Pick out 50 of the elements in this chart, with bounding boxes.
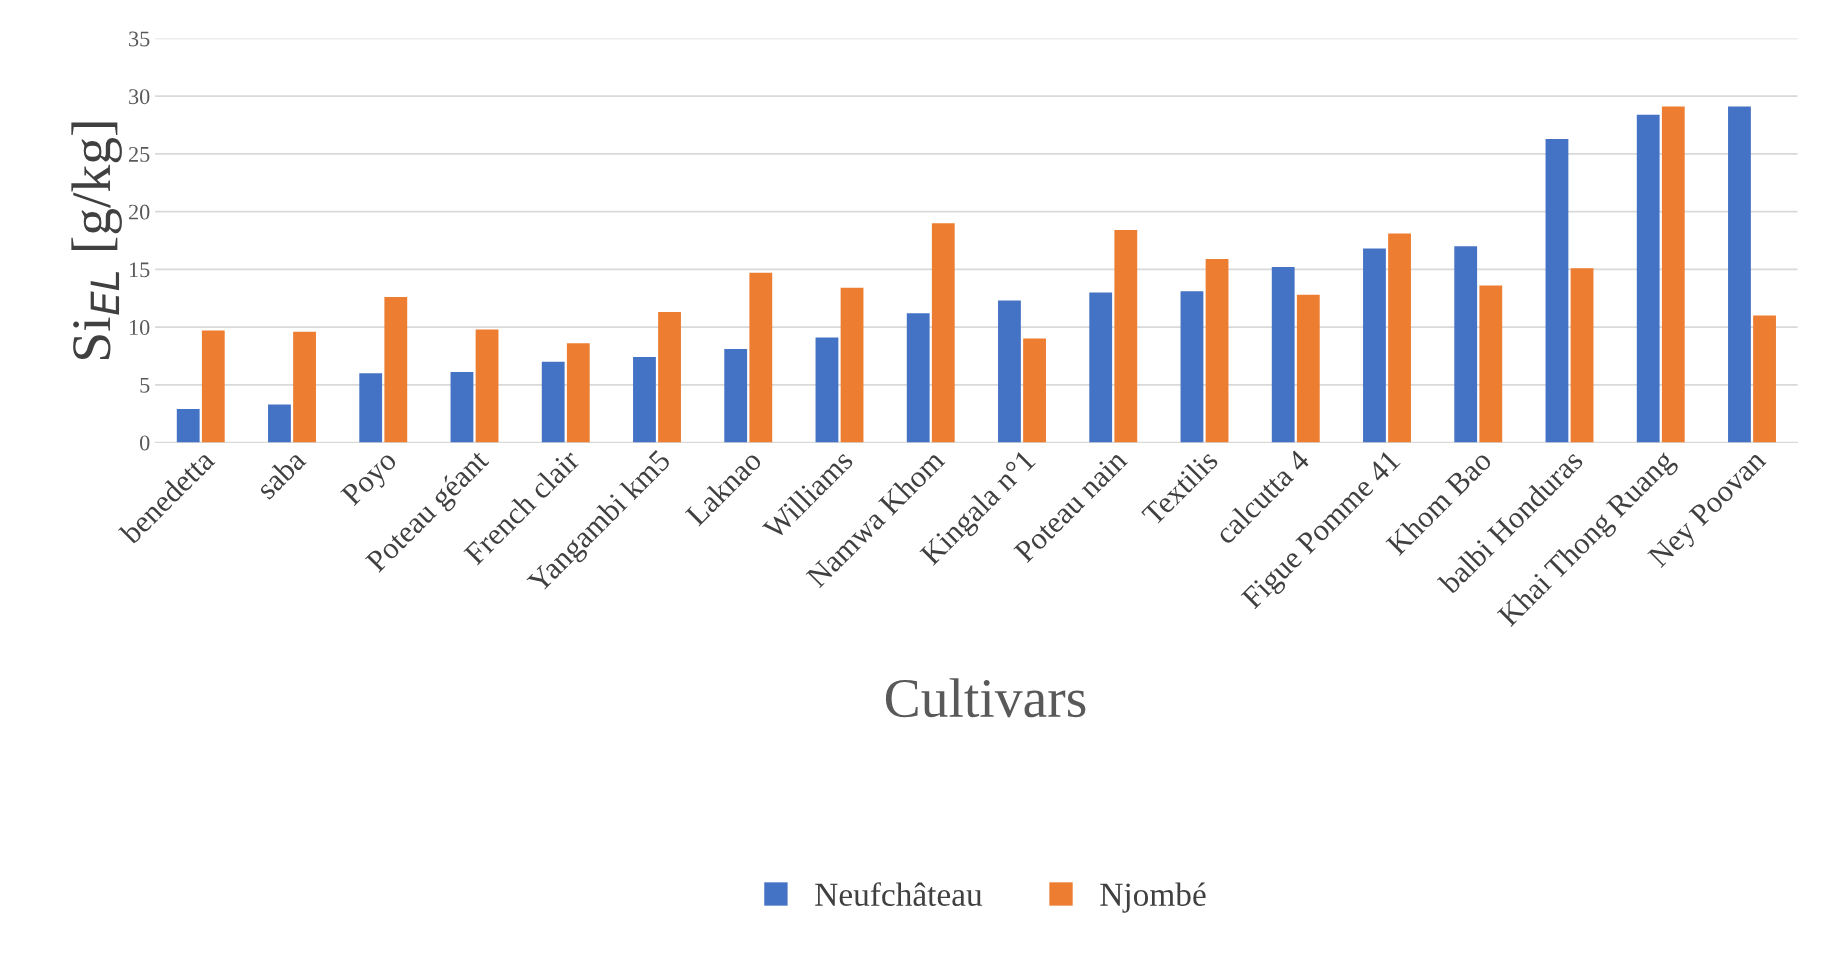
bar: [176, 409, 200, 443]
bar: [1271, 267, 1295, 443]
bar: [1753, 315, 1776, 443]
bar: [384, 297, 408, 443]
y-tick-label: 0: [140, 435, 150, 451]
bar: [201, 330, 225, 443]
bar: [1728, 106, 1751, 443]
y-axis-title: Si$_{EL}$ [g/kg]: [71, 122, 122, 360]
bar: [1661, 106, 1685, 443]
bar: [1636, 114, 1660, 443]
bar: [475, 329, 499, 443]
bar: [724, 349, 748, 443]
bar: [749, 272, 773, 443]
bar: [998, 300, 1021, 443]
bar: [1570, 268, 1594, 443]
y-tick-label: 10: [130, 320, 150, 336]
bar: [658, 312, 681, 443]
y-tick-label: 20: [129, 204, 150, 220]
y-tick-label: 5: [140, 377, 150, 393]
x-tick-label: Poyo: [340, 448, 403, 511]
bar: [633, 357, 656, 443]
bar: [1479, 285, 1503, 443]
bar: [359, 373, 383, 443]
bar: [1545, 138, 1569, 443]
bar: [450, 372, 474, 443]
bar: [1023, 338, 1046, 443]
bar: [840, 287, 864, 443]
bar: [815, 337, 839, 443]
bar: [1388, 233, 1411, 443]
x-axis-title: Cultivars: [885, 678, 1086, 718]
bar: [268, 404, 291, 443]
y-tick-label: 35: [129, 31, 150, 47]
y-tick-label: 25: [129, 146, 150, 162]
bar: [1454, 246, 1478, 443]
legend-label: Neufchâteau: [815, 882, 983, 906]
bar: [1205, 258, 1229, 443]
bar: [906, 313, 930, 443]
bar: [1363, 248, 1386, 443]
legend-label: Njombé: [1100, 882, 1206, 913]
bar: [566, 343, 590, 443]
y-tick-label: 30: [129, 89, 150, 105]
bar: [1180, 291, 1204, 443]
bar: [541, 361, 565, 443]
y-tick-label: 15: [130, 262, 150, 278]
bar: [931, 223, 955, 443]
bar: [1296, 294, 1320, 443]
bar: [293, 331, 316, 443]
x-tick-label: saba: [254, 447, 307, 501]
bar: [1089, 292, 1113, 443]
bar: [1114, 230, 1138, 443]
